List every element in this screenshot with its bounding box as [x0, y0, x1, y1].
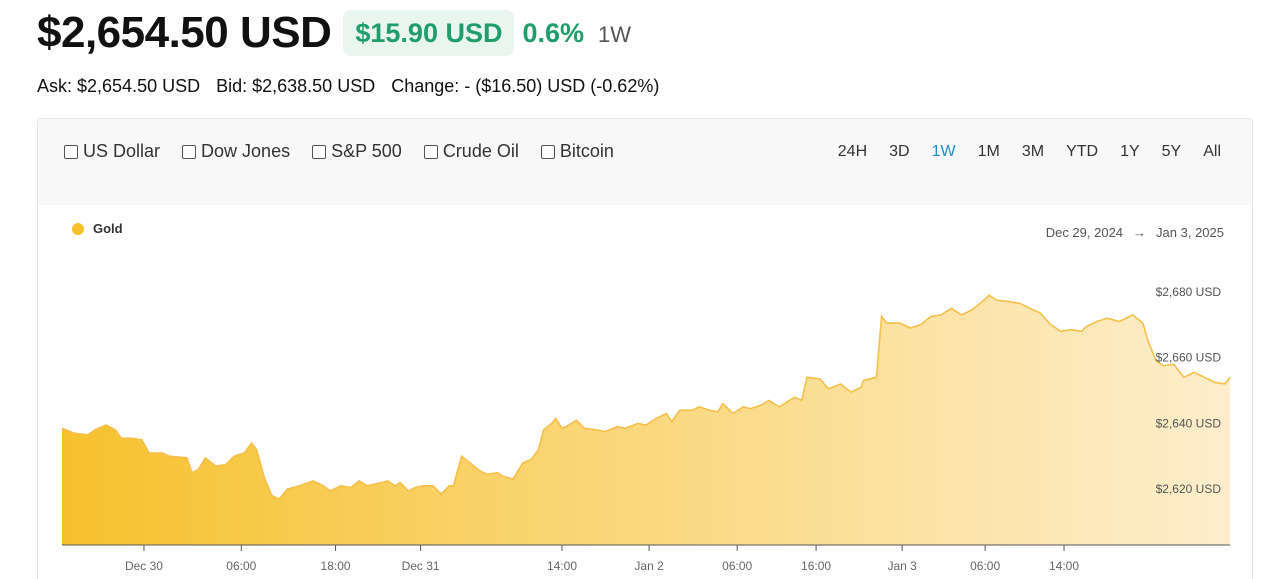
x-tick-label: Jan 2 — [634, 559, 664, 573]
range-5y[interactable]: 5Y — [1161, 143, 1182, 160]
range-1m[interactable]: 1M — [977, 143, 1000, 160]
bid-price: Bid: $2,638.50 USD — [216, 76, 376, 96]
x-tick-label: 06:00 — [722, 559, 752, 573]
price-headline: $2,654.50 USD $15.90 USD 0.6% 1W — [37, 8, 631, 58]
y-tick-label: $2,660 USD — [1156, 351, 1222, 365]
change-detail: Change: - ($16.50) USD (-0.62%) — [391, 76, 660, 96]
current-price: $2,654.50 USD — [37, 8, 332, 57]
compare-bitcoin[interactable]: Bitcoin — [540, 141, 614, 162]
y-tick-label: $2,620 USD — [1156, 482, 1222, 496]
compare-us-dollar[interactable]: US Dollar — [64, 141, 160, 162]
chart-card: US Dollar Dow Jones S&P 500 Crude Oil Bi… — [37, 118, 1253, 579]
x-tick-label: Jan 3 — [887, 559, 917, 573]
checkbox-icon[interactable] — [540, 144, 555, 159]
date-range-start: Dec 29, 2024 — [1045, 225, 1124, 240]
compare-label: Crude Oil — [442, 141, 519, 161]
x-tick-label: Dec 31 — [402, 559, 440, 573]
x-tick-label: 14:00 — [1049, 559, 1079, 573]
checkbox-icon[interactable] — [423, 144, 438, 159]
price-chart[interactable]: Dec 30 06:00 18:00 Dec 31 14:00 Jan 2 06:00 16:… — [38, 119, 1253, 579]
date-range: Dec 29, 2024 → Jan 3, 2025 — [1046, 225, 1224, 240]
range-3d[interactable]: 3D — [889, 143, 910, 160]
arrow-right-icon: → — [1133, 225, 1147, 240]
compare-label: S&P 500 — [331, 141, 402, 161]
range-3m[interactable]: 3M — [1021, 143, 1045, 160]
compare-checkboxes: US Dollar Dow Jones S&P 500 Crude Oil Bi… — [64, 141, 614, 162]
ask-price: Ask: $2,654.50 USD — [37, 76, 201, 96]
change-amount-badge: $15.90 USD — [343, 10, 515, 56]
compare-label: Bitcoin — [559, 141, 614, 161]
date-range-end: Jan 3, 2025 — [1156, 225, 1224, 240]
range-all[interactable]: All — [1203, 143, 1221, 160]
gold-area — [62, 295, 1230, 545]
x-tick-label: 16:00 — [801, 559, 831, 573]
checkbox-icon[interactable] — [64, 144, 78, 159]
x-tick-label: 18:00 — [321, 559, 351, 573]
x-tick-label: 14:00 — [547, 559, 577, 573]
time-range-selector: 24H 3D 1W 1M 3M YTD 1Y 5Y All — [827, 143, 1232, 161]
compare-sp-500[interactable]: S&P 500 — [312, 141, 402, 162]
x-tick-label: Dec 30 — [125, 559, 163, 573]
y-tick-label: $2,680 USD — [1156, 285, 1222, 299]
compare-label: Dow Jones — [201, 141, 291, 161]
compare-label: US Dollar — [83, 141, 161, 161]
checkbox-icon[interactable] — [312, 144, 327, 159]
checkbox-icon[interactable] — [182, 144, 197, 159]
period-label: 1W — [598, 22, 632, 47]
range-1y[interactable]: 1Y — [1120, 143, 1140, 160]
compare-crude-oil[interactable]: Crude Oil — [423, 141, 519, 162]
range-ytd[interactable]: YTD — [1066, 143, 1099, 160]
x-tick-label: 06:00 — [970, 559, 1000, 573]
range-1w[interactable]: 1W — [931, 143, 956, 160]
chart-toolbar: US Dollar Dow Jones S&P 500 Crude Oil Bi… — [38, 119, 1252, 205]
gold-series-line-1 — [1086, 313, 1231, 385]
change-percent: 0.6% — [522, 17, 585, 48]
gold-series-line-0 — [61, 294, 1088, 500]
x-tick-label: 06:00 — [226, 559, 256, 573]
legend-label: Gold — [93, 221, 123, 236]
compare-dow-jones[interactable]: Dow Jones — [182, 141, 290, 162]
chart-legend[interactable]: Gold — [72, 221, 123, 236]
range-24h[interactable]: 24H — [837, 143, 868, 160]
quote-details: Ask: $2,654.50 USD Bid: $2,638.50 USD Ch… — [37, 76, 659, 97]
y-tick-label: $2,640 USD — [1156, 416, 1222, 430]
legend-swatch — [72, 222, 84, 235]
